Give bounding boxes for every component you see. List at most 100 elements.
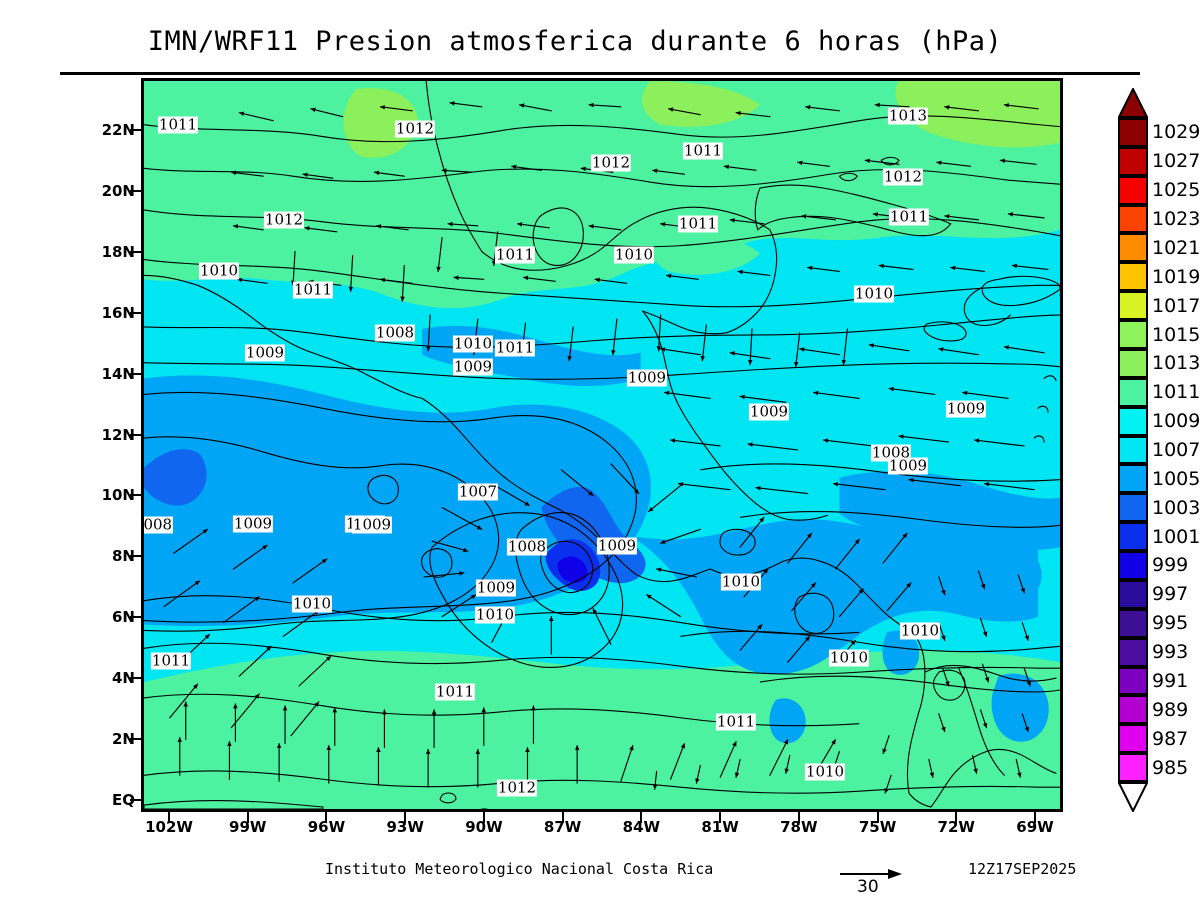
contour-label: 1007 — [457, 482, 499, 501]
colorbar-segment — [1118, 233, 1148, 263]
colorbar-segment — [1118, 493, 1148, 523]
x-axis-tick-mark — [719, 812, 722, 823]
contour-label: 1009 — [748, 402, 790, 421]
colorbar-tick-label: 1003 — [1152, 496, 1200, 519]
pressure-field-map — [144, 81, 1060, 809]
contour-label: 1010 — [720, 572, 762, 591]
y-axis-tick-mark — [130, 189, 141, 192]
y-axis-tick-label: 8N — [112, 547, 135, 566]
colorbar-tick-label: 1001 — [1152, 525, 1200, 548]
contour-label: 1012 — [263, 210, 305, 229]
title-divider — [60, 72, 1140, 75]
x-axis-tick-label: 99W — [229, 818, 267, 836]
x-axis-tick-label: 78W — [780, 818, 818, 836]
x-axis-tick-mark — [955, 812, 958, 823]
contour-label: 1008 — [144, 516, 174, 534]
colorbar-segment — [1118, 753, 1148, 782]
contour-label: 1012 — [882, 167, 924, 186]
x-axis-tick-mark — [561, 812, 564, 823]
x-axis-tick-label: 96W — [307, 818, 346, 836]
colorbar-tick-label: 1025 — [1152, 179, 1200, 202]
contour-label: 1012 — [229, 810, 269, 813]
y-axis-tick-mark — [130, 799, 141, 801]
colorbar-segment — [1118, 146, 1148, 176]
colorbar-segment — [1118, 666, 1148, 696]
y-axis-tick-label: 2N — [112, 730, 135, 749]
colorbar-segment — [1118, 348, 1148, 378]
colorbar-segment — [1118, 464, 1148, 494]
colorbar-segment — [1118, 695, 1148, 725]
x-axis-tick-mark — [482, 812, 485, 823]
colorbar-segment — [1118, 724, 1148, 754]
colorbar-tick-label: 999 — [1152, 554, 1189, 577]
contour-label: 1010 — [899, 621, 941, 640]
contour-label: 1011 — [292, 280, 334, 299]
colorbar-tick-label: 995 — [1152, 612, 1189, 635]
contour-label: 1009 — [475, 578, 517, 597]
contour-label: 1008 — [506, 537, 548, 556]
colorbar-tick-label: 1023 — [1152, 208, 1200, 231]
contour-label: 1011 — [494, 338, 536, 357]
contour-label: 1009 — [945, 399, 987, 418]
contour-label: 1009 — [452, 357, 494, 376]
colorbar-tick-label: 1019 — [1152, 265, 1200, 288]
colorbar-segment — [1118, 377, 1148, 407]
colorbar-segment — [1118, 579, 1148, 609]
contour-label: 1009 — [596, 536, 638, 555]
y-axis-tick-mark — [130, 250, 141, 253]
y-axis-tick-mark — [130, 677, 141, 680]
contour-label: 1009 — [244, 343, 286, 362]
x-axis-tick-mark — [876, 812, 879, 823]
colorbar-tick-label: 985 — [1152, 756, 1189, 779]
colorbar-tick-label: 1011 — [1152, 381, 1200, 404]
contour-label: 1010 — [853, 284, 895, 303]
x-axis-tick-mark — [797, 812, 800, 823]
contour-label: 1011 — [682, 141, 724, 160]
x-axis-tick-label: 87W — [543, 818, 582, 836]
y-axis-tick-mark — [130, 433, 141, 436]
y-axis-tick-mark — [130, 738, 141, 741]
x-axis-tick-mark — [640, 812, 643, 823]
colorbar-segment — [1118, 204, 1148, 234]
institute-credit: Instituto Meteorologico Nacional Costa R… — [325, 860, 714, 878]
contour-label: 1011 — [677, 214, 719, 233]
colorbar-tick-label: 987 — [1152, 727, 1189, 750]
x-axis-tick-label: 72W — [937, 818, 975, 836]
wind-vector-scale-icon — [840, 869, 902, 879]
colorbar-segment — [1118, 118, 1148, 147]
page-title: IMN/WRF11 Presion atmosferica durante 6 … — [147, 26, 1003, 57]
x-axis-tick-mark — [168, 812, 170, 823]
y-axis-tick-mark — [130, 494, 141, 497]
colorbar-segment — [1118, 637, 1148, 667]
x-axis-tick-label: 69W — [1016, 818, 1054, 836]
x-axis-tick-mark — [246, 812, 249, 823]
contour-label: 1009 — [887, 456, 929, 475]
contour-label: 1010 — [474, 605, 516, 624]
y-axis-tick-mark — [130, 616, 141, 619]
colorbar-tick-label: 1005 — [1152, 467, 1200, 490]
y-axis-tick-label: 20N — [101, 181, 135, 200]
colorbar-tick-label: 1009 — [1152, 410, 1200, 433]
colorbar-segment — [1118, 262, 1148, 292]
y-axis-tick-label: 22N — [101, 121, 135, 139]
y-axis-tick-label: EQ — [112, 791, 135, 809]
y-axis-tick-mark — [130, 372, 141, 375]
colorbar-tick-label: 997 — [1152, 583, 1189, 606]
x-axis-tick-label: 93W — [386, 818, 424, 836]
contour-label: 1010 — [828, 648, 870, 667]
contour-label: 1011 — [888, 207, 930, 226]
colorbar-segment — [1118, 291, 1148, 321]
y-axis-tick-label: 4N — [112, 669, 135, 688]
colorbar-segment — [1118, 435, 1148, 465]
contour-label: 1010 — [452, 334, 494, 353]
y-axis-tick-mark — [130, 129, 141, 131]
colorbar-tick-label: 1017 — [1152, 294, 1200, 317]
forecast-timestamp: 12Z17SEP2025 — [968, 860, 1077, 878]
colorbar-tick-label: 989 — [1152, 698, 1189, 721]
colorbar-segment — [1118, 320, 1148, 349]
colorbar-segment — [1118, 522, 1148, 552]
contour-label: 1011 — [157, 115, 199, 134]
colorbar-segment — [1118, 175, 1148, 205]
colorbar-tick-label: 1027 — [1152, 150, 1200, 173]
wind-vector-scale-label: 30 — [857, 877, 879, 897]
